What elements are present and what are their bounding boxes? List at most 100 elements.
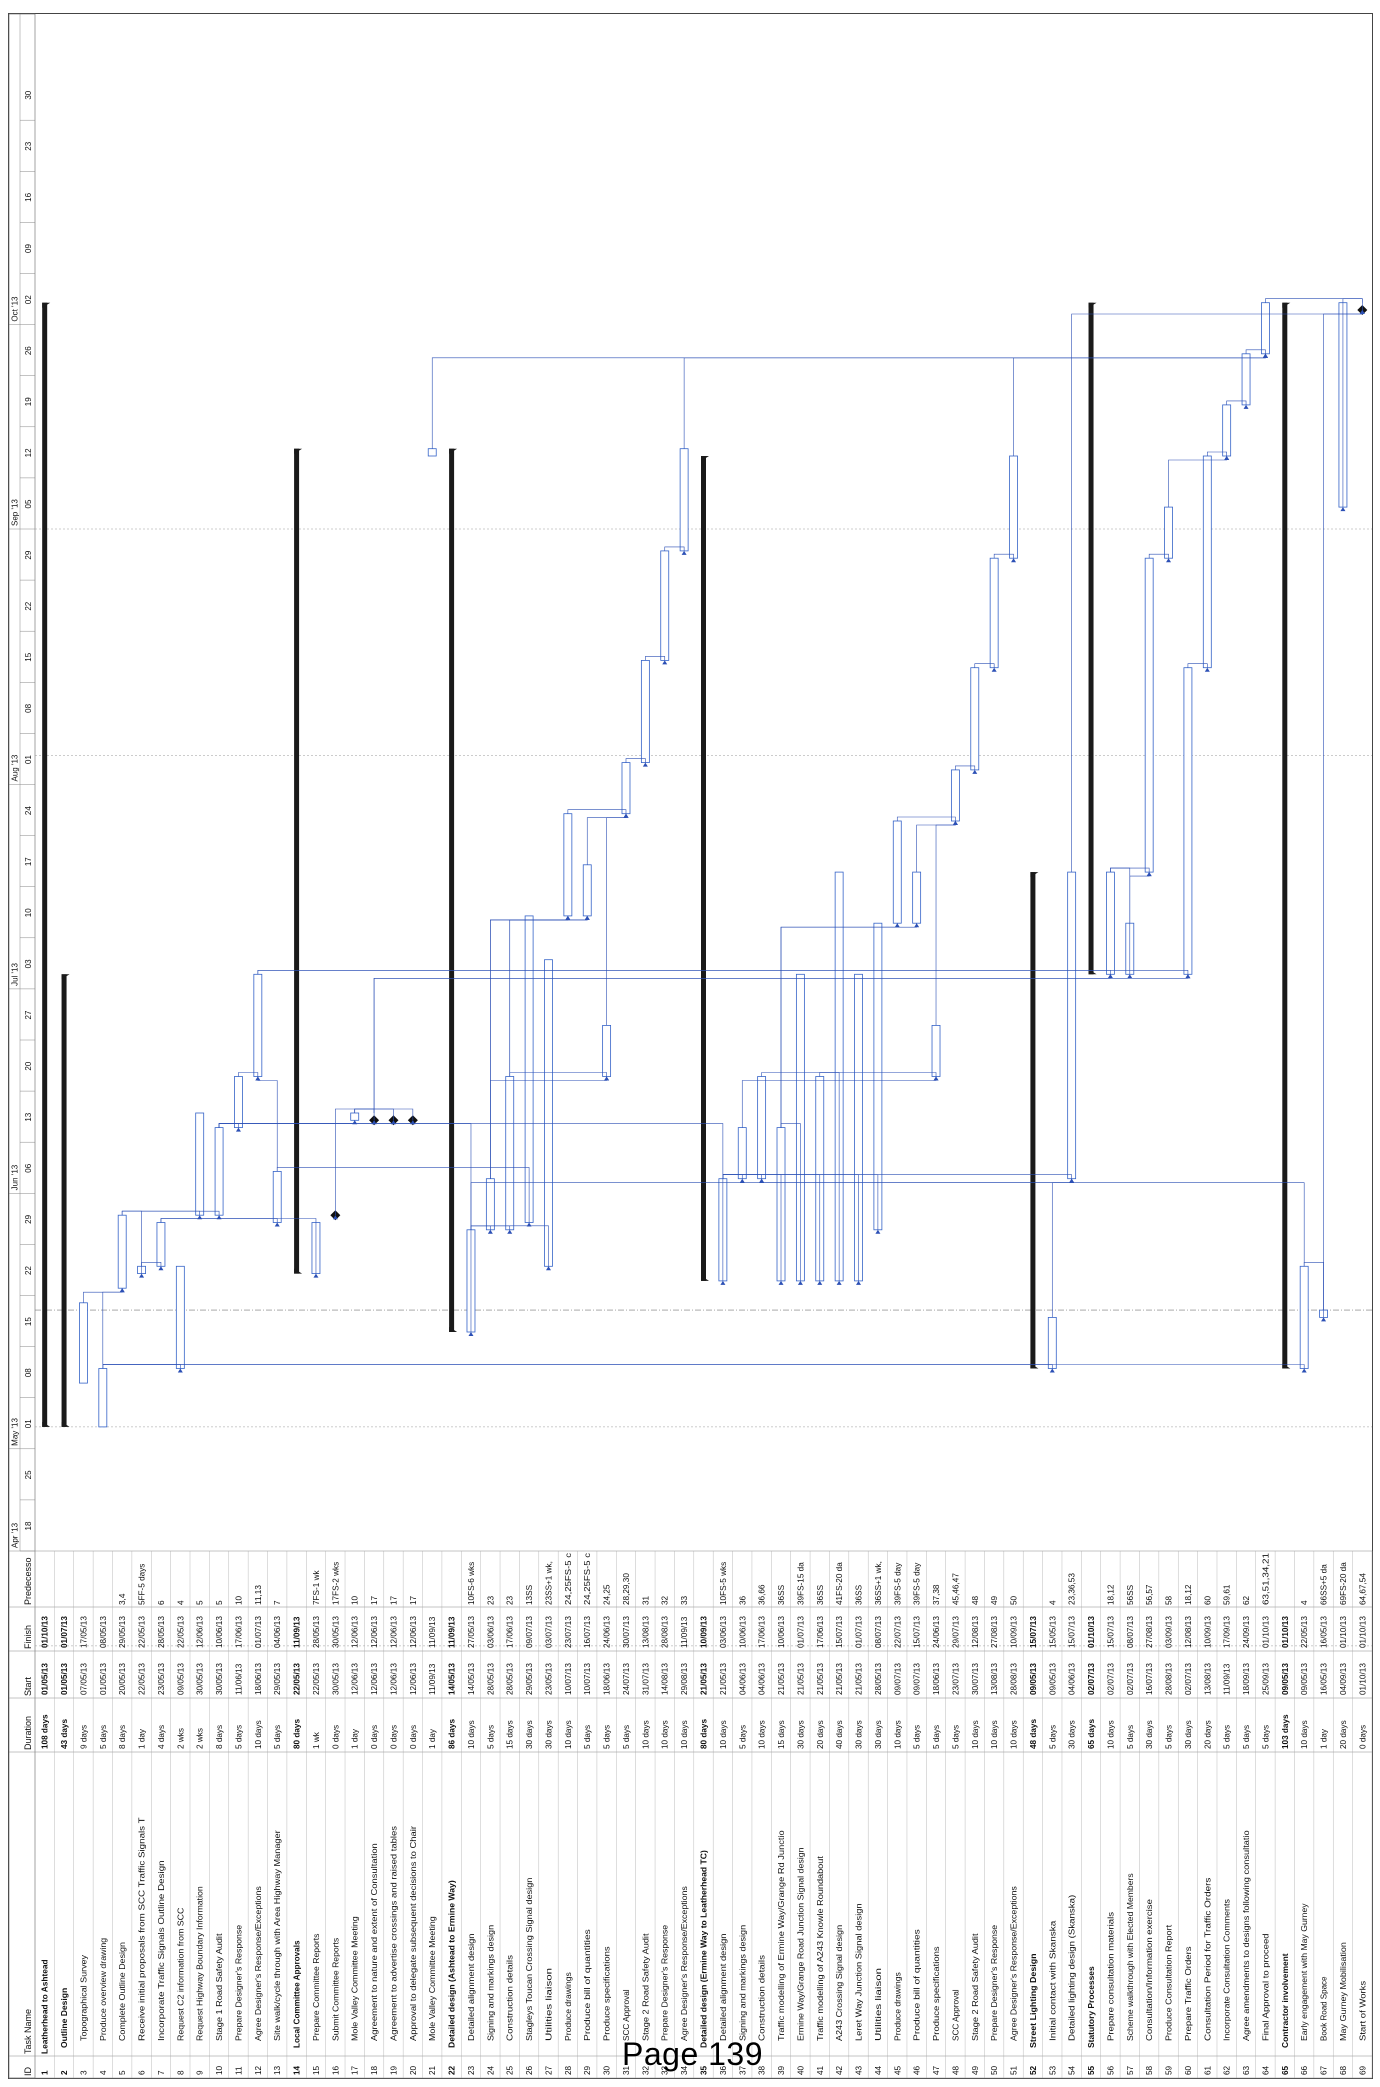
month-label: Sep '13 bbox=[11, 499, 20, 526]
task-predecessors: 10 bbox=[234, 1595, 243, 1605]
dependency-arrow bbox=[1049, 1368, 1055, 1373]
task-name: Book Road Space bbox=[1320, 1976, 1329, 2041]
task-finish: 15/07/13 bbox=[913, 1616, 922, 1648]
task-finish: 08/07/13 bbox=[1126, 1616, 1135, 1648]
task-name: Stagleys Toucan Crossing Signal design bbox=[525, 1877, 534, 2041]
task-id: 13 bbox=[273, 2065, 282, 2075]
dependency-link bbox=[1265, 298, 1363, 310]
task-start: 09/07/13 bbox=[893, 1663, 902, 1695]
dependency-arrow bbox=[216, 1215, 222, 1220]
summary-end-cap bbox=[1030, 872, 1039, 878]
task-finish: 08/07/13 bbox=[874, 1616, 883, 1648]
month-label: Aug '13 bbox=[11, 754, 20, 781]
week-label: 19 bbox=[24, 397, 33, 406]
task-start: 28/05/13 bbox=[874, 1663, 883, 1695]
task-duration: 30 days bbox=[874, 1720, 883, 1749]
task-id: 49 bbox=[971, 2065, 980, 2075]
task-bar bbox=[272, 1171, 282, 1223]
task-duration: 10 days bbox=[758, 1720, 767, 1749]
dependency-arrow bbox=[313, 1273, 319, 1278]
task-id: 6 bbox=[138, 2070, 147, 2075]
summary-end-cap bbox=[42, 302, 51, 308]
dependency-arrow bbox=[933, 1076, 939, 1081]
task-name: Ermine Way/Grange Road Junction Signal d… bbox=[796, 1847, 805, 2041]
milestone-diamond bbox=[369, 1115, 380, 1126]
task-finish: 12/06/13 bbox=[196, 1616, 205, 1648]
task-name: Consultation Period for Traffic Orders bbox=[1203, 1878, 1212, 2041]
task-duration: 10 days bbox=[971, 1720, 980, 1749]
task-predecessors: 58 bbox=[1165, 1595, 1174, 1605]
task-duration: 5 days bbox=[622, 1725, 631, 1749]
task-id: 69 bbox=[1358, 2065, 1367, 2075]
dependency-link bbox=[664, 546, 685, 551]
task-predecessors: 23 bbox=[486, 1595, 495, 1605]
dependency-arrow bbox=[139, 1273, 145, 1278]
task-bar bbox=[912, 871, 922, 924]
task-id: 46 bbox=[913, 2065, 922, 2075]
task-id: 47 bbox=[932, 2065, 941, 2075]
task-bar bbox=[214, 1127, 224, 1216]
task-id: 62 bbox=[1223, 2065, 1232, 2075]
task-duration: 30 days bbox=[544, 1720, 553, 1749]
task-finish: 10/06/13 bbox=[215, 1616, 224, 1648]
task-duration: 5 days bbox=[1261, 1725, 1270, 1749]
dependency-arrow bbox=[1321, 1317, 1327, 1322]
task-id: 10 bbox=[215, 2065, 224, 2075]
dependency-link bbox=[490, 915, 588, 1179]
dependency-arrow bbox=[1340, 507, 1346, 512]
task-id: 30 bbox=[603, 2065, 612, 2075]
task-name: Produce overview drawing bbox=[99, 1937, 108, 2041]
task-name: Agree Designer's Response/Exceptions bbox=[680, 1886, 689, 2041]
dependency-arrow bbox=[1204, 667, 1210, 672]
task-duration: 5 days bbox=[1165, 1725, 1174, 1749]
dependency-link bbox=[645, 656, 666, 661]
dependency-arrow bbox=[565, 915, 571, 920]
week-label: 27 bbox=[24, 1010, 33, 1019]
task-id: 61 bbox=[1203, 2065, 1212, 2075]
dependency-arrow bbox=[177, 1368, 183, 1373]
task-name: Prepare Committee Reports bbox=[312, 1934, 321, 2042]
dependency-link bbox=[354, 1108, 414, 1121]
task-predecessors: 18,12 bbox=[1184, 1584, 1193, 1605]
task-id: 5 bbox=[118, 2070, 127, 2075]
task-duration: 1 day bbox=[138, 1728, 147, 1749]
dependency-link bbox=[955, 765, 976, 770]
task-name: Produce specifications bbox=[603, 1946, 612, 2041]
dependency-arrow bbox=[681, 550, 687, 555]
dependency-arrow bbox=[158, 1266, 164, 1271]
task-name: Start of Works bbox=[1358, 1981, 1367, 2041]
task-name: Mole Valley Committee Meeting bbox=[428, 1916, 437, 2041]
task-predecessors: 10FS-6 wks bbox=[467, 1562, 476, 1605]
task-bar bbox=[1067, 871, 1077, 1180]
dependency-link bbox=[257, 970, 1189, 975]
task-predecessors: 4 bbox=[1048, 1600, 1057, 1605]
task-predecessors: 36,66 bbox=[758, 1584, 767, 1605]
task-start: 02/07/13 bbox=[1184, 1663, 1193, 1695]
week-label: 26 bbox=[24, 346, 33, 355]
task-start: 20/05/13 bbox=[118, 1663, 127, 1695]
dependency-link bbox=[141, 1262, 162, 1267]
task-start: 14/05/13 bbox=[467, 1663, 476, 1695]
task-finish: 17/06/13 bbox=[758, 1616, 767, 1648]
task-start: 14/08/13 bbox=[661, 1663, 670, 1695]
dependency-link bbox=[896, 816, 956, 821]
task-name: Produce drawings bbox=[893, 1972, 902, 2041]
task-id: 55 bbox=[1087, 2065, 1096, 2075]
task-duration: 40 days bbox=[835, 1720, 844, 1749]
task-start: 04/09/13 bbox=[1339, 1663, 1348, 1695]
task-name: Produce drawings bbox=[564, 1972, 573, 2041]
task-duration: 10 days bbox=[467, 1720, 476, 1749]
task-name: Leatherhead to Ashtead bbox=[41, 1959, 50, 2054]
task-name: Traffic modelling of A243 Knowle Roundab… bbox=[816, 1855, 825, 2041]
summary-start-cap bbox=[701, 1275, 709, 1281]
dependency-link bbox=[1207, 451, 1227, 456]
task-finish: 09/07/13 bbox=[525, 1616, 534, 1648]
task-predecessors: 10FS-5 wks bbox=[719, 1562, 728, 1605]
task-duration: 5 days bbox=[603, 1725, 612, 1749]
task-predecessors: 36SS bbox=[777, 1584, 786, 1605]
task-predecessors: 36 bbox=[738, 1595, 747, 1605]
task-finish: 10/06/13 bbox=[777, 1616, 786, 1648]
task-name: Produce specifications bbox=[932, 1946, 941, 2041]
task-bar bbox=[563, 813, 573, 917]
task-name: Request Highway Boundary Information bbox=[196, 1886, 205, 2041]
